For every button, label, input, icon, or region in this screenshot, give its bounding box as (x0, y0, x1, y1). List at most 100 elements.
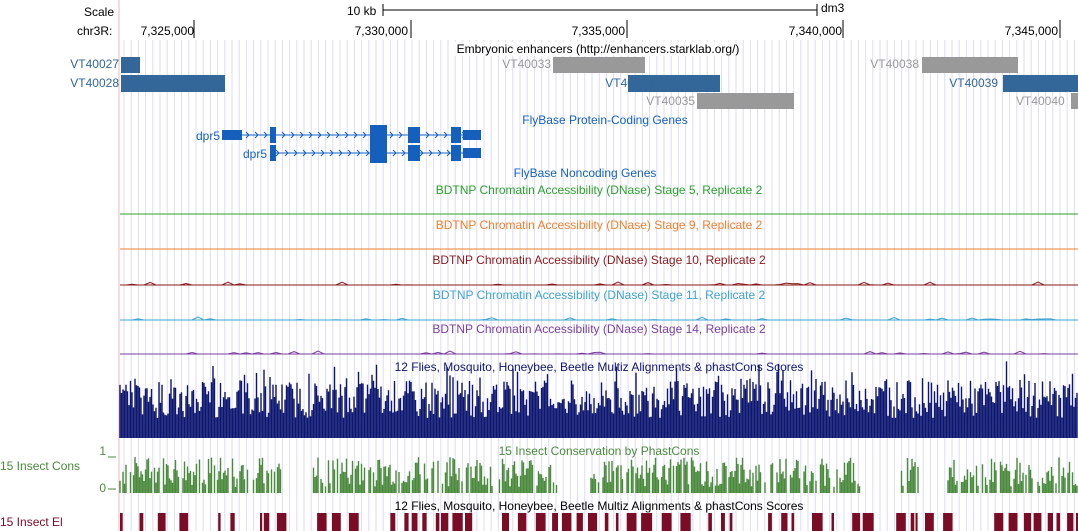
track-title-protein-genes[interactable]: FlyBase Protein-Coding Genes (522, 113, 688, 127)
assembly-label: dm3 (821, 1, 845, 15)
conserved-element (331, 513, 341, 531)
gene-strand-arrow (302, 149, 307, 157)
track-title-multiz[interactable]: 12 Flies, Mosquito, Honeybee, Beetle Mul… (394, 360, 804, 374)
track-title-phastcons[interactable]: 15 Insect Conservation by PhastCons (498, 444, 700, 458)
enhancer-label[interactable]: VT40033 (502, 57, 551, 71)
conserved-element (1056, 513, 1061, 531)
conserved-element (604, 513, 609, 531)
gene-strand-arrow (290, 131, 295, 139)
gene-strand-arrow (401, 149, 406, 157)
gene-exon (463, 130, 481, 140)
enhancer-feature (1003, 75, 1078, 92)
conserved-element (157, 513, 166, 531)
gene-strand-arrow (389, 131, 394, 139)
enhancer-label[interactable]: VT40039 (949, 76, 998, 90)
track-title-dnase-stage10[interactable]: BDTNP Chromatin Accessibility (DNase) St… (432, 253, 766, 267)
ruler-graphics (193, 4, 1061, 38)
enhancer-feature (553, 57, 645, 73)
conserved-element (925, 513, 934, 531)
conserved-element (721, 513, 725, 531)
gene-exon (370, 143, 387, 163)
enhancer-feature (697, 93, 794, 109)
gene-exon (270, 145, 276, 161)
gene-strand-arrow (326, 131, 331, 139)
conserved-element (317, 513, 327, 531)
gene-strand-arrow (281, 131, 286, 139)
enhancer-label[interactable]: VT40027 (70, 57, 119, 71)
enhancer-feature (628, 75, 720, 92)
conserved-element (943, 513, 953, 531)
conserved-element (661, 513, 672, 531)
enhancer-label[interactable]: VT40028 (70, 76, 119, 90)
gene-models (222, 125, 481, 163)
conserved-element (348, 513, 359, 531)
conserved-element (263, 513, 270, 531)
ruler-tick-label: 7,330,000 (354, 24, 408, 38)
elements-side-label[interactable]: 15 Insect El (0, 515, 63, 529)
gene-strand-arrow (254, 131, 259, 139)
gene-strand-arrow (245, 131, 250, 139)
conserved-element (768, 513, 772, 531)
dnase-signal-bumps (120, 316, 1074, 321)
conserved-element (1033, 513, 1042, 531)
track-title-dnase-stage5[interactable]: BDTNP Chromatin Accessibility (DNase) St… (435, 183, 763, 197)
track-title-elements[interactable]: 12 Flies, Mosquito, Honeybee, Beetle Mul… (394, 499, 804, 513)
gene-strand-arrow (353, 131, 358, 139)
enhancer-features (121, 57, 1078, 109)
conserved-element (441, 513, 449, 531)
phastcons-side-label[interactable]: 15 Insect Cons (0, 459, 81, 473)
enhancer-label[interactable]: VT40035 (646, 94, 695, 108)
enhancer-feature (121, 57, 140, 73)
enhancer-label[interactable]: VT40034 (605, 76, 654, 90)
gene-label[interactable]: dpr5 (195, 129, 220, 143)
conserved-element (915, 513, 918, 531)
enhancer-label[interactable]: VT40040 (1016, 94, 1065, 108)
conserved-element (517, 513, 527, 531)
conserved-element (179, 513, 189, 531)
conserved-element (576, 513, 583, 531)
conserved-element (502, 513, 509, 531)
phastcons-wiggle (108, 456, 1078, 493)
track-title-dnase-stage11[interactable]: BDTNP Chromatin Accessibility (DNase) St… (432, 288, 766, 302)
conserved-element (994, 513, 1004, 531)
track-title-dnase-stage9[interactable]: BDTNP Chromatin Accessibility (DNase) St… (435, 218, 763, 232)
gene-strand-arrow (347, 149, 352, 157)
gene-strand-arrow (419, 149, 424, 157)
gene-strand-arrow (437, 149, 442, 157)
scale-label: Scale (84, 5, 115, 19)
conserved-element (218, 513, 221, 531)
conserved-element (626, 513, 637, 531)
conserved-element (680, 513, 691, 531)
track-title-dnase-stage14[interactable]: BDTNP Chromatin Accessibility (DNase) St… (432, 322, 766, 336)
conserved-element (896, 513, 906, 531)
gene-exon (408, 145, 420, 161)
enhancer-feature (922, 57, 1018, 73)
gene-exon (270, 127, 276, 143)
dnase-signal-lines (120, 213, 1078, 355)
gene-exon (463, 148, 481, 158)
conserved-element (465, 513, 473, 531)
track-title-noncoding-genes[interactable]: FlyBase Noncoding Genes (513, 166, 657, 180)
conserved-element (831, 513, 834, 531)
conserved-element (260, 513, 263, 531)
gene-strand-arrow (365, 149, 370, 157)
gene-strand-arrow (362, 131, 367, 139)
gene-strand-arrow (428, 149, 433, 157)
gene-exon (408, 127, 420, 143)
gene-strand-arrow (335, 131, 340, 139)
gene-strand-arrow (356, 149, 361, 157)
gene-strand-arrow (338, 149, 343, 157)
track-title-enhancers[interactable]: Embryonic enhancers (http://enhancers.st… (454, 42, 742, 56)
conserved-element (552, 513, 558, 531)
conserved-element (411, 513, 418, 531)
conserved-element (862, 513, 874, 531)
conserved-element (1008, 513, 1018, 531)
enhancer-label[interactable]: VT40038 (870, 57, 919, 71)
gene-label[interactable]: dpr5 (242, 147, 267, 161)
conserved-element (139, 513, 144, 531)
gene-strand-arrow (320, 149, 325, 157)
conserved-element (230, 513, 235, 531)
phastcons-axis-min: 0 (99, 481, 106, 495)
gene-strand-arrow (284, 149, 289, 157)
